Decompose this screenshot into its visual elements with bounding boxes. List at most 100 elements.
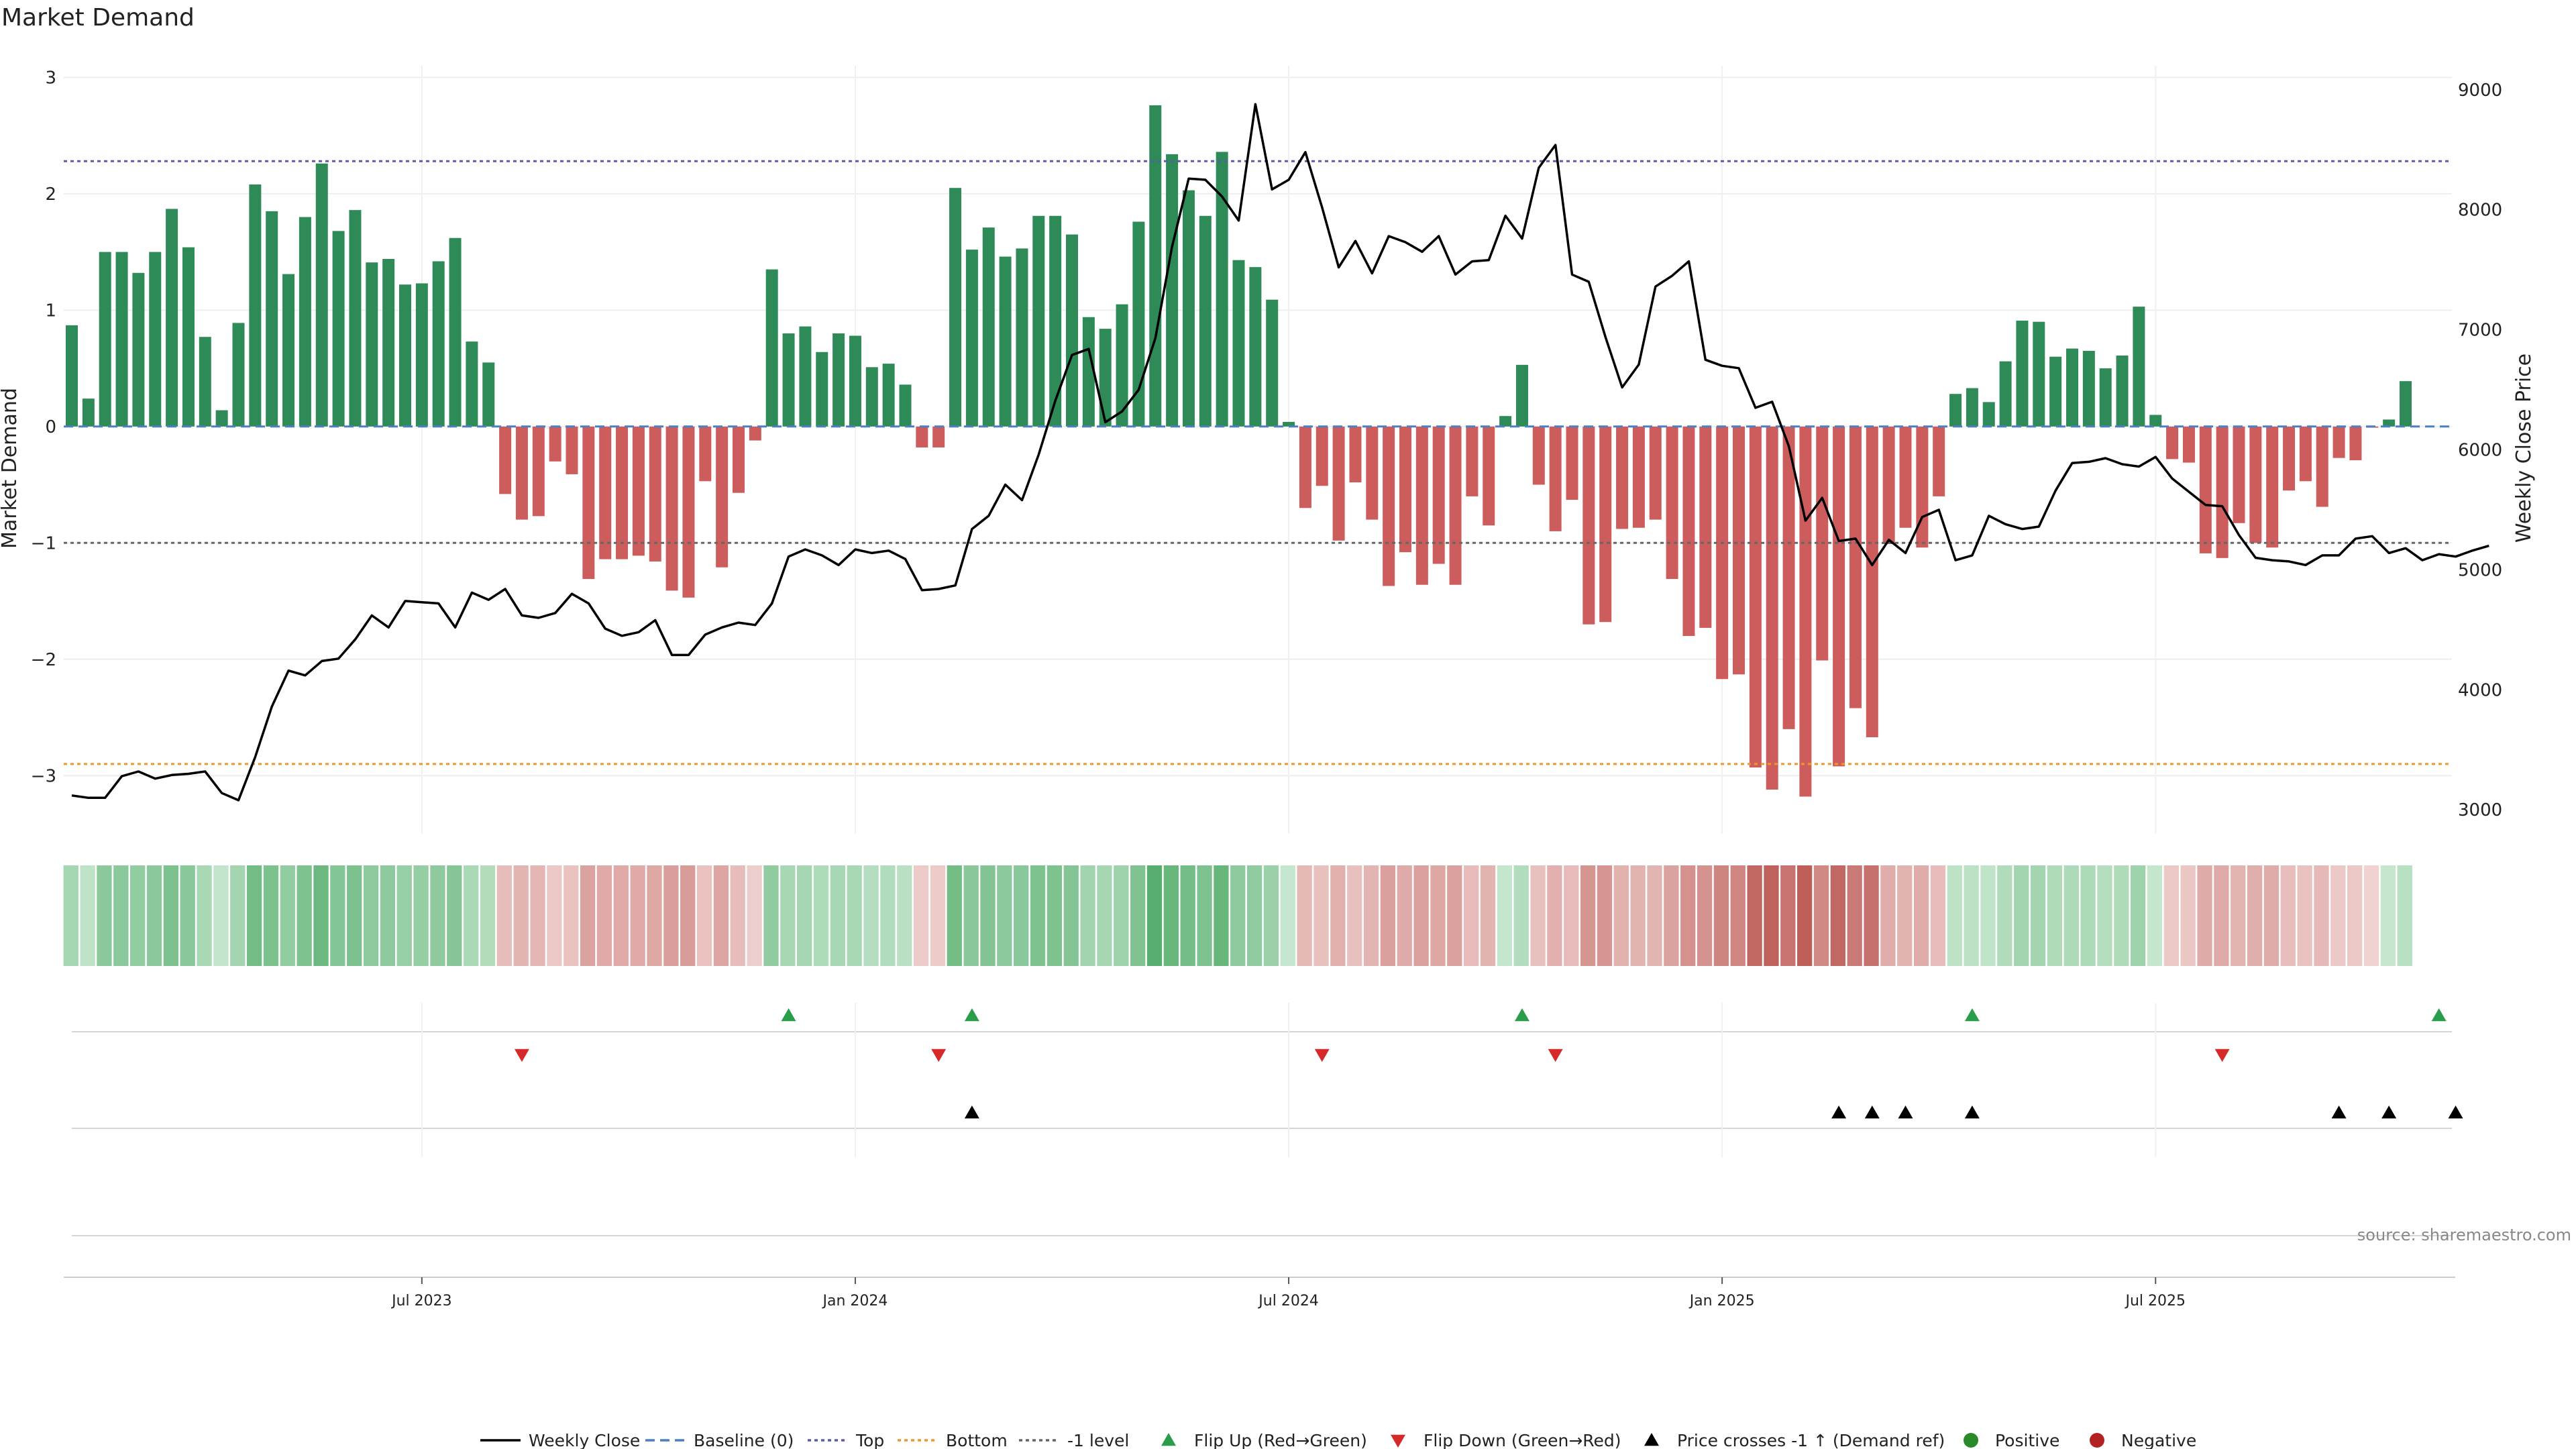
heat-cell bbox=[1180, 865, 1195, 966]
demand-bar bbox=[549, 426, 561, 462]
heat-cell bbox=[1864, 865, 1879, 966]
heat-cell bbox=[1430, 865, 1446, 966]
legend-bottom-label: Bottom bbox=[946, 1431, 1008, 1449]
demand-bar bbox=[1149, 105, 1162, 427]
demand-bar bbox=[99, 252, 111, 427]
demand-bar bbox=[1216, 152, 1228, 427]
demand-bar bbox=[699, 426, 712, 482]
heat-cell bbox=[1564, 865, 1579, 966]
demand-bar bbox=[965, 250, 978, 427]
flip-up-marker bbox=[781, 1008, 796, 1022]
demand-bar bbox=[1299, 426, 1311, 508]
demand-bar bbox=[1332, 426, 1345, 541]
heat-cell bbox=[447, 865, 462, 966]
y-tick-label: 0 bbox=[45, 417, 56, 437]
heat-cell bbox=[2263, 865, 2279, 966]
demand-bar bbox=[982, 227, 995, 427]
heat-cell bbox=[1097, 865, 1112, 966]
heat-cell bbox=[1680, 865, 1696, 966]
weekly-close-line bbox=[71, 103, 2489, 802]
y2-tick-label: 7000 bbox=[2458, 321, 2502, 341]
heat-cell bbox=[963, 865, 979, 966]
heat-cell bbox=[230, 865, 246, 966]
demand-bar bbox=[2299, 426, 2312, 482]
heat-cell bbox=[1280, 865, 1295, 966]
y-tick-label: −2 bbox=[31, 650, 56, 670]
heat-cell bbox=[713, 865, 729, 966]
heat-cell bbox=[1330, 865, 1346, 966]
demand-bar bbox=[1599, 426, 1612, 623]
demand-bar bbox=[1316, 426, 1328, 486]
demand-bar bbox=[2116, 355, 2129, 427]
demand-bar bbox=[399, 284, 411, 427]
heat-cell bbox=[1830, 865, 1845, 966]
heat-cell bbox=[1630, 865, 1646, 966]
demand-bar bbox=[266, 211, 278, 427]
legend-price-cross-label: Price crosses -1 ↑ (Demand ref) bbox=[1677, 1431, 1945, 1449]
demand-bars bbox=[66, 105, 2412, 797]
y2-axis-label: Weekly Close Price bbox=[2512, 354, 2536, 543]
heat-cell bbox=[647, 865, 662, 966]
demand-bar bbox=[1899, 426, 1912, 528]
demand-bar bbox=[1515, 364, 1528, 427]
heat-cell bbox=[1580, 865, 1596, 966]
demand-bar bbox=[649, 426, 661, 562]
heat-cell bbox=[2014, 865, 2029, 966]
demand-bar bbox=[149, 252, 162, 427]
y2-axis-ticks: 9000 8000 7000 6000 5000 4000 3000 bbox=[2458, 80, 2502, 820]
demand-bar bbox=[2216, 426, 2229, 558]
heat-cell bbox=[1214, 865, 1229, 966]
heat-cell bbox=[1780, 865, 1796, 966]
demand-bar bbox=[882, 364, 895, 427]
demand-bar bbox=[2033, 321, 2045, 427]
demand-bar bbox=[1982, 402, 1995, 427]
demand-bar bbox=[1399, 426, 1411, 553]
demand-bar bbox=[466, 341, 478, 427]
demand-bar bbox=[1532, 426, 1545, 485]
demand-bar bbox=[849, 335, 861, 427]
flip-down-marker bbox=[1314, 1049, 1330, 1062]
demand-bar bbox=[582, 426, 595, 580]
heat-cell bbox=[1664, 865, 1679, 966]
flip-down-marker bbox=[2214, 1049, 2230, 1062]
demand-bar bbox=[199, 337, 211, 427]
heat-cell bbox=[1230, 865, 1246, 966]
x-tick-label: Jul 2023 bbox=[390, 1293, 452, 1309]
reference-lines bbox=[64, 160, 2452, 765]
legend-flip-down-label: Flip Down (Green→Red) bbox=[1424, 1431, 1621, 1449]
heat-cell bbox=[163, 865, 178, 966]
demand-bar bbox=[2049, 356, 2062, 427]
heat-cell bbox=[1547, 865, 1562, 966]
heat-cell bbox=[1913, 865, 1929, 966]
legend-flip-up-label: Flip Up (Red→Green) bbox=[1194, 1431, 1367, 1449]
heat-cell bbox=[1647, 865, 1662, 966]
heat-cell bbox=[580, 865, 596, 966]
heat-cell bbox=[947, 865, 962, 966]
demand-bar bbox=[249, 184, 262, 427]
heat-cell bbox=[1114, 865, 1129, 966]
heat-cell bbox=[863, 865, 879, 966]
y2-tick-label: 4000 bbox=[2458, 680, 2502, 700]
heat-cell bbox=[496, 865, 512, 966]
heat-cell bbox=[547, 865, 562, 966]
demand-bar bbox=[1182, 190, 1195, 427]
flip-up-marker bbox=[964, 1008, 979, 1022]
heat-cell bbox=[564, 865, 579, 966]
heat-cell bbox=[2080, 865, 2096, 966]
event-markers bbox=[64, 1003, 2463, 1278]
legend-flip-down-swatch bbox=[1391, 1434, 1405, 1448]
demand-bar bbox=[166, 209, 178, 427]
heat-cell bbox=[113, 865, 129, 966]
heat-cell bbox=[280, 865, 295, 966]
heat-cell bbox=[180, 865, 195, 966]
heat-cell bbox=[1146, 865, 1163, 966]
demand-bar bbox=[282, 274, 295, 427]
heat-cell bbox=[263, 865, 279, 966]
heat-cell bbox=[730, 865, 745, 966]
legend-positive-swatch bbox=[1964, 1433, 1978, 1448]
demand-bar bbox=[1999, 361, 2012, 427]
heat-cell bbox=[430, 865, 445, 966]
demand-bar bbox=[1782, 426, 1795, 729]
demand-bar bbox=[1283, 421, 1295, 427]
demand-bar bbox=[566, 426, 578, 474]
